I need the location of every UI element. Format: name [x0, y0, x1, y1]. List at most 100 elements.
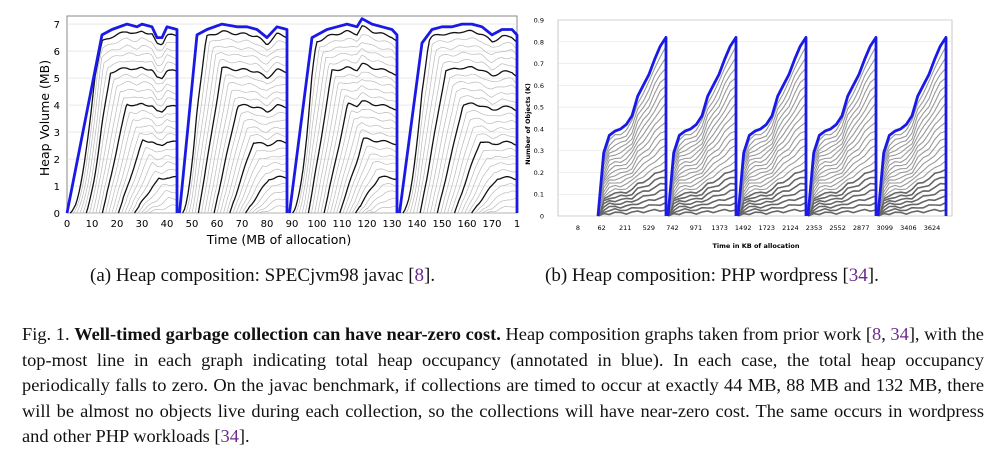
citation-link[interactable]: 8 — [871, 324, 882, 344]
heap-layer-line — [121, 147, 178, 214]
object-layer-line — [737, 201, 807, 217]
heap-layer-line — [69, 30, 178, 214]
heap-layer-line — [298, 42, 398, 214]
heap-layer-line — [412, 51, 518, 214]
caption-text: ], with the top-most line in each graph … — [22, 324, 984, 446]
heap-layer-line — [314, 79, 398, 214]
object-layer-line — [877, 93, 947, 217]
heap-layer-line — [339, 137, 398, 214]
object-layer-line — [807, 201, 877, 217]
heap-layer-line — [140, 190, 178, 214]
object-layer-line — [667, 144, 737, 217]
total-occupancy-line — [398, 22, 519, 214]
heap-layer-line — [301, 47, 398, 214]
object-layer-line — [667, 67, 737, 217]
heap-layer-line — [105, 109, 178, 214]
object-layer-line — [877, 111, 947, 217]
subcaption-b-end: ]. — [867, 265, 879, 286]
heap-layer-line — [258, 205, 288, 214]
x-tick-label: 211 — [619, 224, 631, 232]
x-tick-labels: 8 62 211 529 742 971 1373 1492 1723 2124 2353 2552 2… — [576, 224, 940, 232]
heap-layer-line — [467, 169, 518, 214]
object-layer-line — [597, 194, 667, 217]
object-layer-line — [737, 194, 807, 217]
heap-layer-line — [423, 73, 518, 214]
heap-layer-line — [137, 183, 178, 214]
x-tick-label: 10 — [86, 219, 99, 230]
heap-layer-line — [406, 37, 518, 214]
x-tick-label: 70 — [236, 219, 249, 230]
y-tick-labels: 0 1 2 3 4 5 6 7 — [54, 20, 60, 220]
heap-layer-line — [127, 161, 178, 214]
heap-layer-line — [447, 125, 518, 214]
heap-layer-line — [409, 44, 518, 214]
citation-link[interactable]: 8 — [414, 265, 425, 286]
heap-layer-line — [292, 24, 398, 214]
object-layer-line — [737, 168, 807, 217]
x-tick-label: 1 — [514, 219, 520, 230]
heap-layer-line — [213, 103, 288, 214]
heap-layer-line — [111, 125, 178, 214]
object-layer-line — [877, 168, 947, 217]
object-layer-line — [737, 57, 807, 217]
object-layer-line — [667, 194, 737, 217]
x-tick-label: 2877 — [853, 224, 870, 232]
total-occupancy-line — [736, 36, 808, 217]
heap-layer-line — [443, 117, 518, 214]
citation-link[interactable]: 34 — [220, 426, 239, 446]
heap-layer-line — [219, 118, 288, 214]
heap-layer-line — [426, 81, 518, 214]
object-layer-line — [807, 151, 877, 217]
heap-layer-line — [124, 154, 178, 214]
heap-layer-line — [101, 102, 178, 214]
heap-layer-line — [329, 116, 398, 214]
heap-layer-line — [358, 183, 398, 214]
object-layer-line — [807, 168, 877, 217]
object-layer-line — [667, 182, 737, 217]
object-layer-line — [667, 201, 737, 217]
heap-layer-line — [210, 96, 288, 214]
x-tick-label: 90 — [286, 219, 299, 230]
x-tick-label: 140 — [407, 219, 426, 230]
x-tick-label: 1373 — [711, 224, 728, 232]
x-tick-label: 80 — [261, 219, 274, 230]
x-axis-label: Time in KB of allocation — [712, 242, 799, 250]
subcaption-a-text: (a) Heap composition: SPECjvm98 javac [ — [90, 265, 415, 286]
y-axis-label: Heap Volume (MB) — [37, 60, 52, 176]
object-layer-line — [877, 137, 947, 217]
heap-layer-line — [419, 65, 518, 214]
heap-layer-line — [194, 59, 288, 214]
object-layer-line — [807, 111, 877, 217]
x-tick-label: 2353 — [806, 224, 823, 232]
object-layer-line — [877, 151, 947, 217]
object-layer-line — [737, 189, 807, 217]
total-occupancy-line — [178, 22, 289, 214]
object-layer-line — [807, 208, 877, 217]
heap-layer-line — [95, 88, 178, 214]
y-tick-label: 5 — [54, 74, 60, 85]
object-layer-line — [807, 189, 877, 217]
object-layer-line — [667, 130, 737, 217]
object-layer-line — [877, 46, 947, 217]
heap-layer-line — [402, 29, 518, 214]
heap-layer-line — [197, 66, 288, 214]
total-occupancy-line — [65, 22, 179, 214]
heap-layer-line — [336, 129, 398, 214]
y-tick-label: 3 — [54, 128, 60, 139]
heap-layer-line — [345, 153, 398, 214]
object-layer-line — [807, 182, 877, 217]
object-layer-line — [807, 137, 877, 217]
object-layer-line — [737, 137, 807, 217]
object-layer-line — [877, 57, 947, 217]
heap-layer-line — [416, 58, 518, 214]
x-tick-label: 30 — [136, 219, 149, 230]
y-tick-label: 0 — [54, 209, 60, 220]
object-layer-line — [667, 57, 737, 217]
object-layer-line — [597, 77, 667, 217]
object-layer-line — [877, 102, 947, 217]
citation-link[interactable]: 34 — [848, 265, 868, 286]
object-layer-line — [597, 176, 667, 217]
heap-layer-line — [144, 197, 178, 214]
citation-link[interactable]: 34 — [890, 324, 909, 344]
heap-layer-line — [436, 102, 518, 214]
